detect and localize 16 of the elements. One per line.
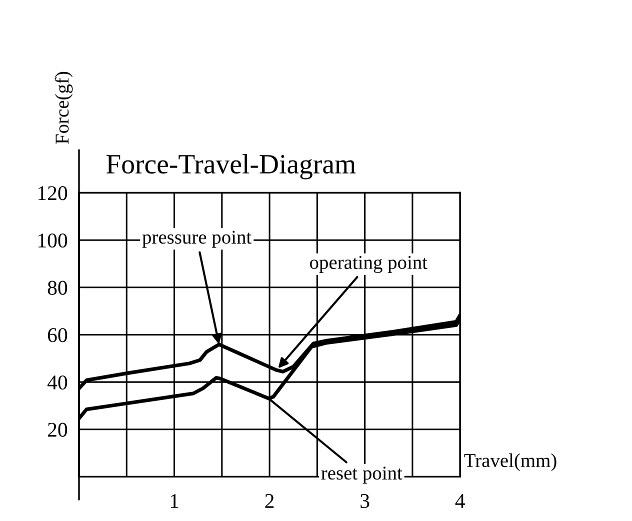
- y-tick-label: 120: [38, 186, 68, 200]
- annotation: pressure point: [142, 230, 252, 248]
- annotation: reset point: [321, 466, 402, 484]
- y-tick-label: 100: [38, 233, 68, 248]
- y-tick-label: 80: [48, 280, 68, 295]
- y-tick-label: 60: [48, 328, 68, 342]
- x-tick-label: 1: [170, 494, 178, 508]
- x-tick-label: 4: [455, 494, 465, 508]
- x-axis-title: Travel(mm): [464, 453, 556, 472]
- y-tick-label: 40: [47, 375, 68, 390]
- y-axis-title: Force(gf): [54, 72, 73, 144]
- chart-title: Force-Travel-Diagram: [106, 154, 356, 180]
- x-tick-label: 3: [360, 494, 370, 508]
- x-tick-label: 2: [265, 494, 274, 508]
- y-tick-label: 20: [48, 422, 68, 437]
- annotation: operating point: [310, 256, 428, 273]
